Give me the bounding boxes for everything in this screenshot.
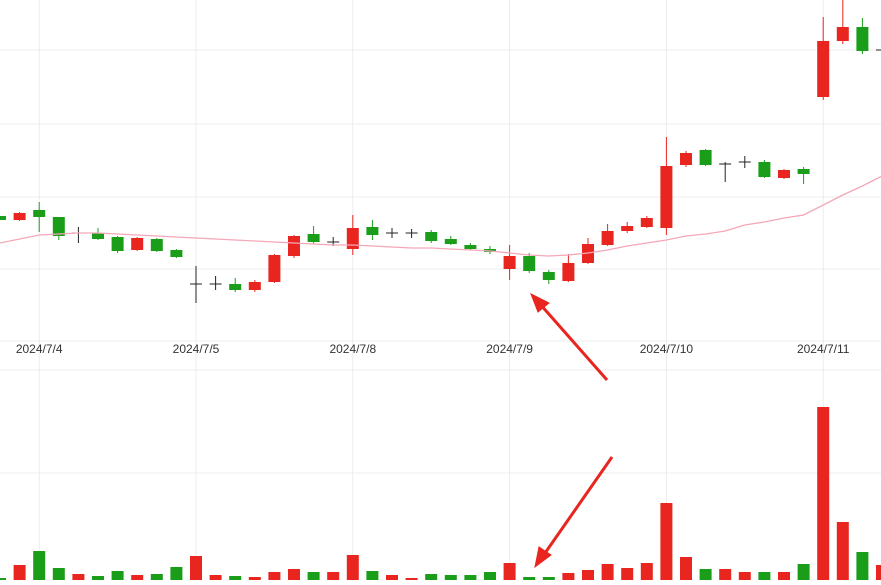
volume-bar [876,565,881,580]
volume-bar [680,557,692,580]
volume-bar [33,551,46,580]
volume-bar [209,575,222,580]
candle-body [542,272,555,280]
volume-bar [699,569,712,580]
candle-body [699,150,712,165]
volume-bar [738,572,751,580]
volume-bar [307,572,320,580]
candle-body [52,217,65,236]
candle-body [503,256,516,269]
volume-bar [856,552,869,580]
volume-bar [288,569,300,580]
candle-body [229,284,242,290]
x-tick-label: 2024/7/8 [329,342,376,356]
candle-body [111,237,124,251]
volume-bar [111,571,124,580]
arrow-head [530,292,550,313]
volume-bar [660,503,673,580]
candle-body [444,239,457,244]
candle-body [856,27,869,51]
volume-bar [72,574,85,580]
x-tick-label: 2024/7/5 [173,342,220,356]
x-tick-label: 2024/7/11 [797,342,850,356]
volume-bar [797,564,810,580]
candle-body [170,250,183,257]
volume-bar [268,572,281,580]
candle-body [797,169,810,174]
volume-bar [601,564,614,580]
x-tick-label: 2024/7/10 [640,342,694,356]
candle-body [562,263,575,281]
x-tick-label: 2024/7/4 [16,342,63,356]
volume-bar [582,570,594,580]
grid [0,49,881,474]
x-tick-label: 2024/7/9 [486,342,533,356]
volume-bar [640,563,653,580]
volume-bar [562,573,575,580]
candle-body [523,256,536,271]
candle-body [366,227,379,235]
candle-body [836,27,849,41]
volume-bar [405,578,418,580]
volume-bar [817,407,830,580]
volume-bar [170,567,183,580]
candle-body [0,216,6,220]
volume-bar [346,555,359,580]
volume-bar [248,577,261,580]
annotation-arrows [530,292,614,569]
volume-bar [92,576,104,580]
volume-bar [425,574,438,580]
candle-body [346,228,359,249]
volume-bar [484,572,496,580]
volume-bar [327,572,340,580]
volume-bar [758,572,771,580]
volume-bar [131,575,144,580]
volume-bar [523,577,536,580]
volume-bar [0,578,6,580]
volume-bar [836,522,849,580]
candle-body [778,170,790,178]
arrow-line [541,456,614,557]
volume-bar [190,556,202,580]
candle-body [150,239,163,251]
arrow-line [538,303,609,381]
volume-bar [229,576,242,580]
candle-body [288,236,300,256]
volume-bar [52,568,65,580]
candle-body [680,153,692,165]
volume-bar [386,575,398,580]
volume-bar [464,575,477,580]
candle-body [13,213,26,220]
candle-body [92,233,104,239]
candle-body [464,245,477,249]
candle-body [131,238,144,250]
candle-body [248,282,261,290]
candle-body [758,162,771,177]
volume-bar [542,577,555,580]
candle-body [817,41,830,97]
volume-bar [444,575,457,580]
volume-bar [366,571,379,580]
candle-body [640,218,653,227]
volume-bar [150,574,163,580]
volume-bar [719,569,732,580]
candle-body [33,210,46,217]
arrow-head [534,546,552,569]
candle-body [660,166,673,228]
volume-bar [778,572,790,580]
candle-body [425,232,438,241]
volume-bar [13,565,26,580]
volume-bar [621,568,634,580]
candle-body [621,226,634,231]
candle-body [268,255,281,282]
candle-body [307,234,320,242]
candle-body [601,231,614,245]
moving-average-line [0,175,881,257]
volume-bar [503,563,516,580]
